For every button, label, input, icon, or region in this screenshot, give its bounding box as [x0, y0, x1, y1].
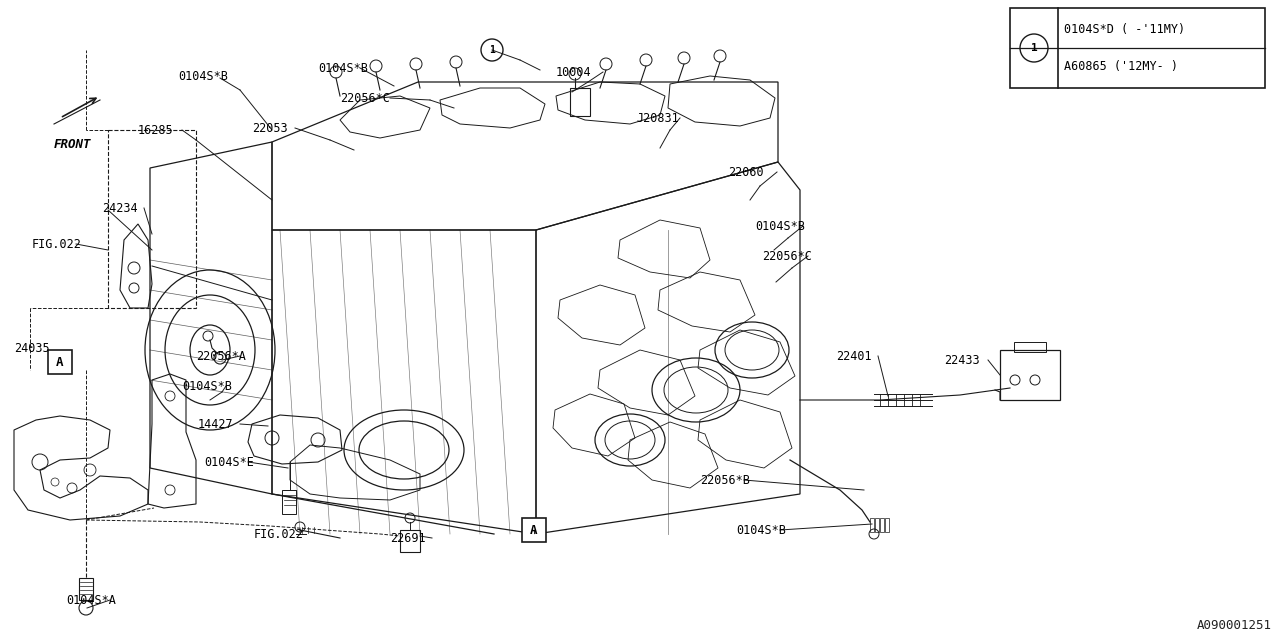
Bar	[881, 518, 884, 532]
Bar	[570, 88, 590, 116]
Text: 22060: 22060	[728, 166, 764, 179]
Circle shape	[481, 39, 503, 61]
Text: 0104S*A: 0104S*A	[67, 593, 116, 607]
Bar	[1010, 8, 1265, 88]
Text: 16285: 16285	[138, 124, 174, 136]
Text: J20831: J20831	[636, 111, 678, 125]
Text: 0104S*B: 0104S*B	[755, 220, 805, 232]
Bar	[1000, 350, 1060, 400]
Text: 1: 1	[489, 45, 495, 55]
Text: 0104S*B: 0104S*B	[182, 380, 232, 392]
Text: FRONT: FRONT	[54, 138, 91, 151]
Circle shape	[410, 58, 422, 70]
Text: FIG.022: FIG.022	[32, 237, 82, 250]
Text: A: A	[530, 524, 538, 536]
Circle shape	[714, 50, 726, 62]
Bar	[1014, 342, 1046, 352]
Text: A60865 ('12MY- ): A60865 ('12MY- )	[1064, 60, 1178, 73]
Bar	[399, 530, 420, 552]
Circle shape	[1020, 34, 1048, 62]
Circle shape	[330, 66, 342, 78]
Text: FIG.022: FIG.022	[253, 527, 303, 541]
Text: 0104S*B: 0104S*B	[178, 70, 228, 83]
Text: 22056*A: 22056*A	[196, 349, 246, 362]
Text: 22056*B: 22056*B	[700, 474, 750, 486]
Text: 10004: 10004	[556, 65, 591, 79]
Text: 0104S*D ( -'11MY): 0104S*D ( -'11MY)	[1064, 23, 1185, 36]
Text: 1: 1	[1030, 43, 1037, 53]
Bar	[522, 518, 547, 542]
Circle shape	[678, 52, 690, 64]
Bar	[282, 490, 296, 514]
Text: 22401: 22401	[836, 349, 872, 362]
Circle shape	[640, 54, 652, 66]
Bar	[884, 518, 890, 532]
Text: A090001251: A090001251	[1197, 619, 1272, 632]
Text: 0104S*B: 0104S*B	[736, 524, 786, 536]
Bar	[108, 130, 196, 308]
Text: 24234: 24234	[102, 202, 138, 214]
Text: 22433: 22433	[945, 353, 979, 367]
Bar	[870, 518, 874, 532]
Text: 0104S*E: 0104S*E	[204, 456, 253, 468]
Circle shape	[570, 68, 581, 80]
Bar	[49, 350, 72, 374]
Circle shape	[370, 60, 381, 72]
Text: 14427: 14427	[198, 417, 234, 431]
Circle shape	[600, 58, 612, 70]
Text: 24035: 24035	[14, 342, 50, 355]
Text: 22056*C: 22056*C	[340, 92, 390, 104]
Circle shape	[451, 56, 462, 68]
Text: 22056*C: 22056*C	[762, 250, 812, 262]
Text: 22053: 22053	[252, 122, 288, 134]
Text: 22691: 22691	[390, 531, 426, 545]
Text: 0104S*B: 0104S*B	[317, 61, 367, 74]
Bar	[79, 578, 93, 600]
Text: A: A	[56, 355, 64, 369]
Bar	[876, 518, 879, 532]
